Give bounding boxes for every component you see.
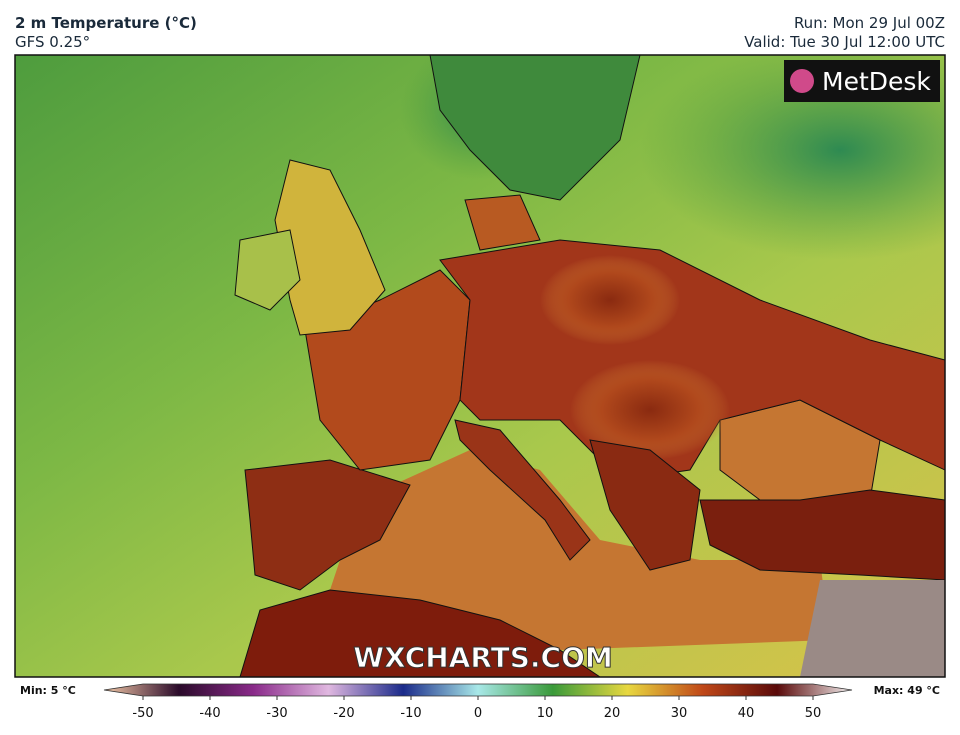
max-label: Max: 49 °C: [874, 684, 940, 697]
tick-label: -30: [266, 706, 287, 721]
valid-time: Valid: Tue 30 Jul 12:00 UTC: [744, 33, 945, 51]
logo: MetDesk: [822, 67, 931, 96]
tick-label: -40: [199, 706, 220, 721]
tick-label: -50: [132, 706, 153, 721]
tick-label: 40: [738, 706, 755, 721]
logo-icon: [790, 69, 814, 93]
colorbar: [103, 683, 853, 697]
run-time: Run: Mon 29 Jul 00Z: [794, 14, 945, 32]
title: 2 m Temperature (°C): [15, 14, 197, 32]
map: [15, 55, 945, 677]
min-label: Min: 5 °C: [20, 684, 76, 697]
tick-label: 0: [474, 706, 482, 721]
colorbar-ticks: -50 -40 -30 -20 -10 0 10 20 30 40 50: [132, 696, 821, 721]
tick-label: -10: [400, 706, 421, 721]
watermark: WXCHARTS.COM: [353, 641, 613, 674]
tick-label: 30: [671, 706, 688, 721]
tick-label: 20: [604, 706, 621, 721]
subtitle: GFS 0.25°: [15, 33, 90, 51]
tick-label: 10: [537, 706, 554, 721]
tick-label: -20: [333, 706, 354, 721]
map-frame: [14, 54, 946, 678]
tick-label: 50: [805, 706, 822, 721]
